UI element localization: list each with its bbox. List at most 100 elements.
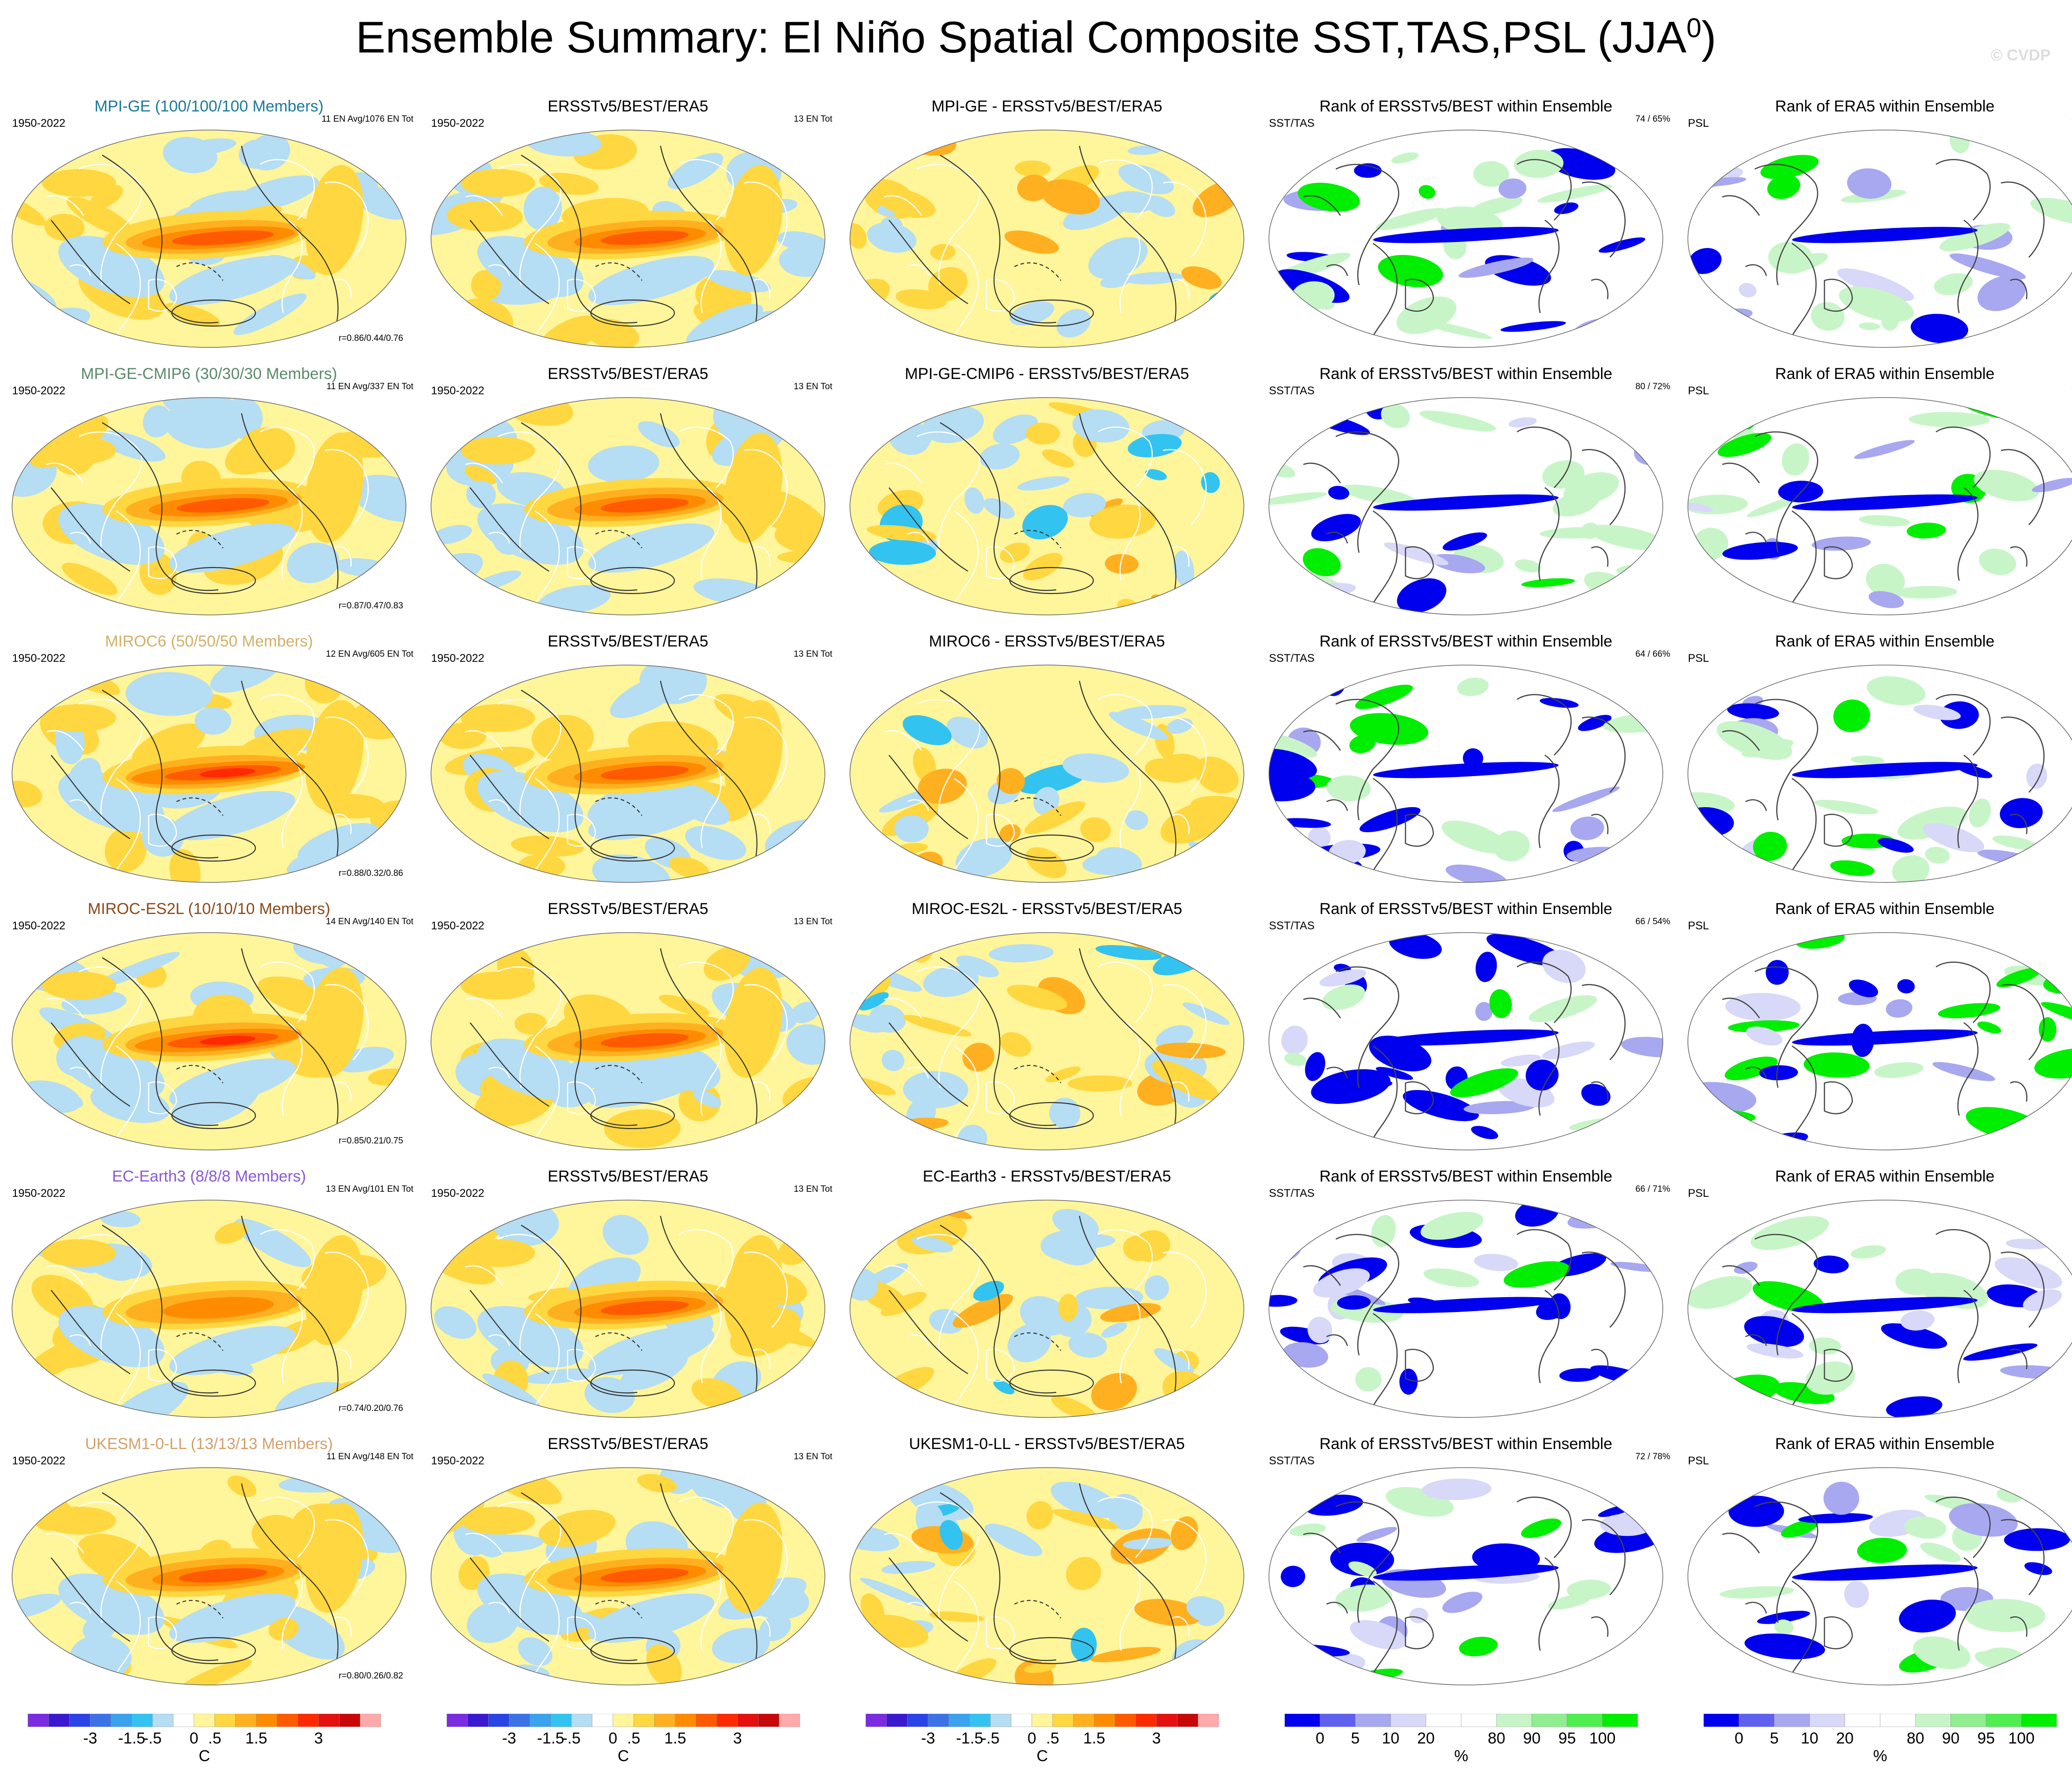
composite-anomaly (518, 1637, 553, 1666)
colorbar-swatch (152, 1714, 174, 1727)
coastline (46, 1265, 85, 1286)
psl-contour (102, 690, 219, 859)
difference-anomaly (1183, 1002, 1230, 1025)
coastline (334, 279, 352, 300)
difference-anomaly (1026, 1501, 1053, 1529)
composite-anomaly (305, 700, 364, 810)
colorbar-swatch (1880, 1714, 1916, 1727)
difference-panel: MPI-GE - ERSSTv5/BEST/ERA5 (843, 98, 1251, 358)
difference-anomaly (912, 1236, 953, 1253)
coastline (1824, 546, 1853, 580)
period-label: 1950-2022 (431, 385, 484, 397)
coastline (1538, 487, 1560, 581)
coastline (1163, 181, 1207, 258)
rank-title: Rank of ERSSTv5/BEST within Ensemble (1319, 900, 1613, 918)
coastline (2010, 1349, 2028, 1370)
model-title: MPI-GE-CMIP6 (30/30/30 Members) (81, 365, 337, 383)
pattern-correlation: r=0.88/0.32/0.86 (339, 868, 403, 878)
coastline (907, 1334, 929, 1346)
colorbar-swatch (737, 1714, 758, 1727)
rank-region (1728, 1495, 1784, 1527)
psl-contour (940, 690, 1057, 859)
rank-region (1719, 1586, 1794, 1599)
coastline (1745, 531, 1767, 544)
coastline (1791, 1045, 1817, 1139)
psl-contour (51, 487, 131, 572)
rank-region (1634, 1658, 1660, 1668)
colorbar-tick: 0 (1027, 1730, 1036, 1746)
difference-anomaly (1058, 1293, 1078, 1321)
colorbar-swatch (297, 1714, 319, 1727)
rank-region (1874, 1062, 1924, 1078)
difference-anomaly (1067, 1075, 1132, 1092)
colorbar-tick: 3 (1152, 1730, 1161, 1746)
coastline (1335, 163, 1399, 286)
difference-anomaly (962, 1043, 995, 1072)
difference-anomaly (1033, 787, 1059, 816)
psl-contour (470, 1290, 549, 1374)
rank-region (1375, 208, 1447, 230)
composite-anomaly (712, 1628, 770, 1664)
composite-anomaly (592, 854, 671, 882)
psl-contour-negative (1014, 529, 1061, 548)
colorbar-tick: -1.5 (537, 1730, 564, 1746)
rank-region (2004, 1528, 2070, 1551)
rank-region (2039, 1017, 2057, 1042)
coastline (1303, 1533, 1341, 1554)
coastline (1335, 431, 1399, 553)
composite-anomaly (659, 994, 710, 1016)
coastline (1516, 1496, 1572, 1558)
colorbar-tick: -3 (502, 1730, 516, 1746)
psl-contour (1078, 1215, 1177, 1402)
rank-region (1475, 952, 1497, 982)
difference-anomaly (1017, 476, 1070, 491)
difference-anomaly (902, 425, 932, 444)
rank-region (1994, 1257, 2062, 1289)
difference-anomaly (1088, 237, 1148, 279)
observed-map (431, 1467, 825, 1685)
composite-anomaly (431, 933, 480, 966)
pattern-correlation: r=0.86/0.44/0.76 (339, 333, 403, 343)
rank-region (1969, 798, 1991, 828)
rank-region (1422, 1478, 1492, 1500)
rank-region (1281, 1025, 1308, 1055)
rank-region (1474, 1254, 1518, 1271)
difference-anomaly (1000, 1032, 1032, 1057)
obs-info: 13 EN Tot (793, 917, 832, 927)
composite-anomaly (200, 1036, 255, 1045)
rank-region (1442, 1592, 1483, 1613)
psl-contour-negative (176, 1064, 223, 1084)
coastline (1824, 1349, 1853, 1382)
rank-region (1746, 1026, 1783, 1046)
coastline (1754, 966, 1818, 1088)
difference-anomaly (1000, 824, 1021, 842)
rank-region (1337, 1295, 1371, 1310)
model-title: MIROC-ES2L (10/10/10 Members) (87, 900, 331, 918)
rank-region (1542, 1041, 1595, 1059)
difference-anomaly (996, 768, 1025, 794)
rank-region (1419, 411, 1496, 431)
difference-anomaly (1007, 985, 1067, 1010)
colorbar-swatch (529, 1714, 551, 1727)
colorbar-tick: 100 (1589, 1730, 1616, 1746)
colorbar-swatch (948, 1714, 970, 1727)
rank-region (1910, 313, 1968, 343)
model-composite-panel: UKESM1-0-LL (13/13/13 Members) 1950-2022 1… (5, 1435, 413, 1695)
coastline (1372, 510, 1398, 604)
difference-anomaly (1152, 1060, 1219, 1100)
rank-region (1744, 1633, 1825, 1659)
rank-region (1774, 1619, 1794, 1635)
rank-region (1301, 411, 1320, 428)
composite-anomaly (601, 1033, 689, 1048)
psl-contour (51, 755, 131, 839)
psl-contour (590, 299, 675, 327)
rank-region (1753, 831, 1787, 861)
rank-region (1471, 1126, 1498, 1139)
rank-region (1269, 770, 1315, 802)
coastline (497, 1234, 562, 1356)
coastline (1935, 1229, 1991, 1291)
composite-anomaly (200, 768, 255, 777)
composite-anomaly (169, 1326, 295, 1375)
rank-region (1899, 1600, 1956, 1632)
colorbar-swatch (1774, 1714, 1810, 1727)
